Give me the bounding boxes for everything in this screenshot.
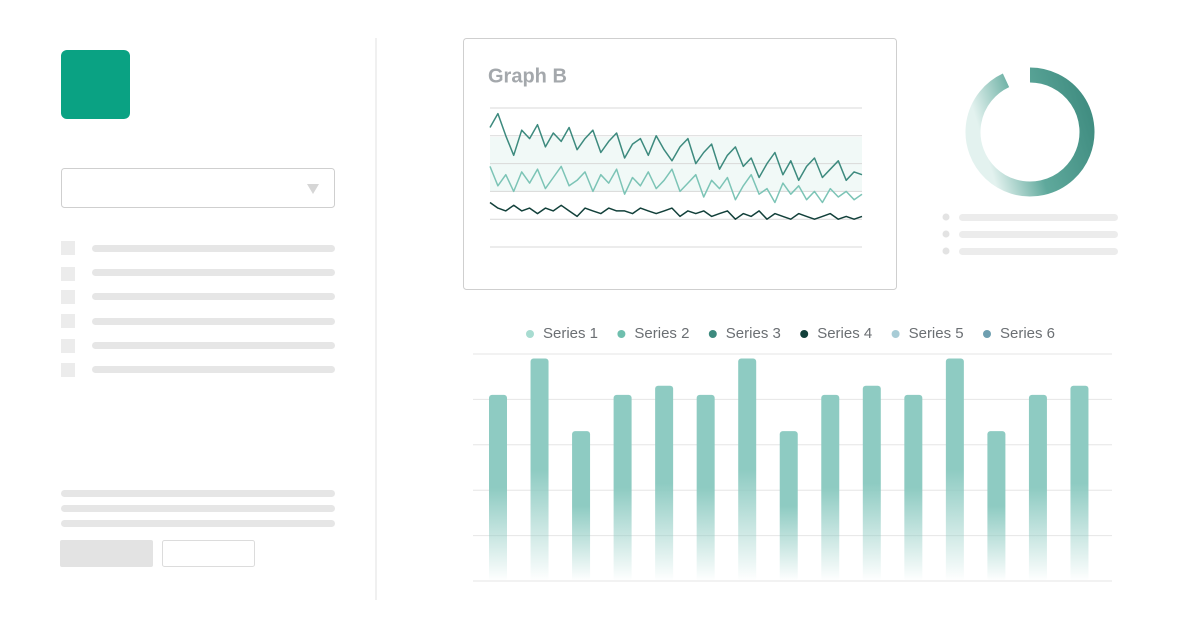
bar	[779, 431, 798, 581]
logo	[61, 50, 130, 119]
checkbox[interactable]	[61, 290, 75, 304]
checkbox[interactable]	[61, 241, 75, 255]
dot	[942, 247, 950, 255]
placeholder	[61, 505, 335, 512]
bar	[696, 394, 715, 581]
band	[490, 137, 862, 192]
placeholder	[92, 342, 335, 349]
bar	[821, 394, 840, 581]
button[interactable]	[60, 540, 153, 567]
line-series	[489, 112, 863, 182]
legend-dot	[526, 330, 534, 338]
bar	[613, 394, 632, 581]
legend-label: Series 3	[726, 325, 781, 342]
bar	[738, 358, 757, 581]
bar	[1070, 385, 1089, 581]
donut-legend	[942, 213, 1118, 255]
bar	[530, 358, 549, 581]
legend-label: Series 5	[909, 325, 964, 342]
legend-dot	[983, 330, 991, 338]
bar	[904, 394, 923, 581]
placeholder	[959, 214, 1118, 221]
bar	[945, 358, 964, 581]
legend-dot	[891, 330, 900, 338]
dropdown-arrow	[307, 184, 319, 194]
checkbox[interactable]	[61, 339, 75, 353]
bar	[489, 394, 507, 581]
bar	[655, 385, 674, 581]
legend-dot	[617, 330, 626, 338]
donut-ring	[965, 67, 1095, 197]
legend-dot	[800, 330, 809, 338]
dot	[942, 213, 950, 221]
placeholder	[92, 318, 335, 325]
button[interactable]	[162, 540, 255, 567]
placeholder	[92, 293, 335, 300]
legend-label: Series 4	[817, 325, 872, 342]
bar	[987, 431, 1006, 581]
dropdown[interactable]	[61, 168, 335, 208]
line-series	[489, 201, 863, 220]
placeholder	[92, 245, 335, 252]
checkbox[interactable]	[61, 363, 75, 377]
bar	[1028, 394, 1047, 581]
bar-chart: Series 1 Series 2 Series 3 Series 4 Series 5…	[473, 325, 1112, 582]
bar	[862, 385, 881, 581]
legend-label: Series 1	[543, 325, 598, 342]
legend-label: Series 6	[1000, 325, 1055, 342]
legend-label: Series 2	[634, 325, 689, 342]
placeholder	[92, 269, 335, 276]
placeholder	[92, 366, 335, 373]
bar	[572, 431, 591, 581]
line-chart	[489, 107, 863, 248]
dot	[942, 230, 950, 238]
line-series	[489, 165, 863, 204]
placeholder	[959, 231, 1118, 238]
checkbox[interactable]	[61, 267, 75, 281]
placeholder	[61, 490, 335, 497]
graph-title: Graph B	[488, 65, 567, 87]
checklist	[61, 241, 335, 377]
placeholder	[959, 248, 1118, 255]
donut	[965, 67, 1095, 197]
checkbox[interactable]	[61, 314, 75, 328]
legend-dot	[708, 330, 717, 338]
placeholder	[61, 520, 335, 527]
